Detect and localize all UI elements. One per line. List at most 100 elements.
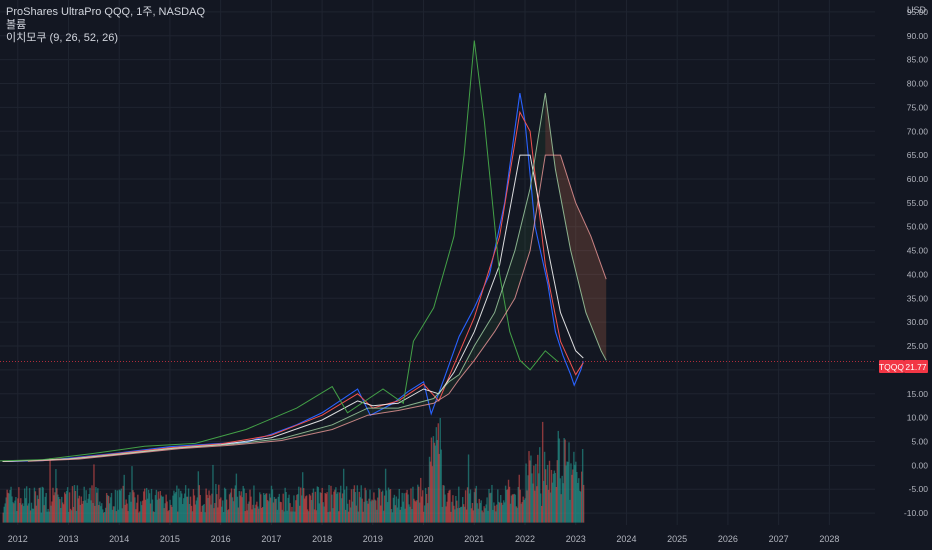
volume-bar: [54, 492, 56, 523]
volume-bar: [22, 503, 24, 523]
volume-bar: [302, 488, 305, 523]
volume-bar: [417, 484, 419, 523]
volume-bar: [122, 485, 124, 523]
volume-bar: [406, 489, 408, 523]
volume-bar: [464, 490, 467, 523]
volume-bar: [342, 493, 344, 523]
volume-bar: [552, 473, 555, 523]
x-tick-label: 2013: [58, 534, 78, 544]
volume-bar: [381, 491, 383, 523]
volume-bar: [109, 497, 112, 523]
volume-bar: [426, 503, 429, 523]
volume-bar: [345, 486, 348, 523]
volume-bar: [353, 485, 356, 523]
volume-bar: [515, 506, 518, 523]
volume-bar: [482, 512, 484, 523]
volume-bar: [352, 489, 355, 523]
volume-bar: [297, 494, 299, 523]
volume-bar: [324, 492, 326, 523]
volume-bar: [149, 503, 152, 523]
volume-bar: [64, 494, 67, 523]
volume-bar: [374, 499, 376, 523]
volume-bar: [144, 499, 147, 523]
volume-bar: [383, 495, 386, 523]
volume-bar: [431, 466, 434, 523]
volume-bar: [501, 504, 504, 523]
volume-bar: [233, 488, 236, 523]
volume-bar: [182, 498, 185, 523]
volume-bar: [561, 475, 563, 523]
volume-bar: [390, 509, 393, 523]
volume-bar: [256, 501, 258, 523]
volume-bar: [339, 492, 341, 523]
volume-bar: [341, 498, 343, 523]
volume-bar: [446, 501, 448, 523]
volume-bar: [108, 503, 111, 523]
volume-bar: [284, 487, 286, 523]
x-tick-label: 2019: [363, 534, 383, 544]
volume-bar: [442, 485, 444, 523]
volume-bar: [111, 509, 114, 523]
volume-bar: [247, 503, 249, 523]
volume-bar: [69, 508, 72, 523]
ticker-badge[interactable]: TQQQ: [879, 360, 904, 373]
cloud-bearish-area: [545, 93, 607, 361]
volume-bar: [117, 509, 120, 523]
volume-bar: [262, 492, 265, 523]
volume-bar: [160, 495, 162, 523]
volume-bar: [543, 451, 546, 523]
volume-bar: [32, 508, 35, 523]
volume-bar: [490, 492, 492, 523]
volume-bar: [493, 502, 495, 523]
volume-bar: [512, 494, 515, 523]
volume-bar: [581, 449, 584, 523]
volume-bar: [214, 502, 216, 523]
volume-bar: [325, 493, 327, 523]
x-tick-label: 2020: [414, 534, 434, 544]
volume-bar: [210, 504, 212, 523]
volume-bar: [90, 500, 92, 523]
volume-bar: [539, 447, 541, 523]
x-tick-label: 2026: [718, 534, 738, 544]
volume-bar: [487, 510, 489, 523]
volume-bar: [16, 510, 18, 523]
volume-bar: [27, 503, 30, 523]
volume-bar: [505, 489, 508, 523]
volume-bar: [387, 487, 390, 523]
volume-bar: [156, 499, 159, 523]
x-tick-label: 2016: [211, 534, 231, 544]
volume-bar: [473, 492, 476, 523]
volume-bar: [368, 498, 370, 523]
volume-bar: [330, 485, 332, 523]
volume-bar: [362, 511, 364, 523]
volume-bar: [82, 501, 84, 523]
volume-bar: [549, 492, 552, 523]
volume-bar: [93, 464, 95, 523]
volume-bar: [412, 486, 414, 523]
volume-bar: [263, 495, 266, 523]
volume-indicator-label[interactable]: 볼륨: [6, 19, 27, 31]
volume-bar: [510, 495, 513, 523]
volume-bar: [61, 496, 63, 523]
volume-bar: [452, 495, 454, 523]
volume-bar: [292, 511, 294, 523]
volume-bar: [39, 487, 42, 523]
volume-bar: [96, 492, 98, 523]
volume-bar: [524, 498, 526, 523]
volume-bar: [267, 501, 270, 523]
volume-bar: [65, 490, 68, 523]
volume-bar: [337, 492, 339, 523]
symbol-title[interactable]: ProShares UltraPro QQQ, 1주, NASDAQ: [6, 6, 206, 18]
volume-bar: [58, 497, 60, 523]
volume-bar: [159, 491, 161, 523]
volume-bar: [273, 496, 276, 523]
volume-bar: [237, 507, 240, 523]
volume-bar: [245, 493, 247, 523]
volume-bar: [540, 493, 542, 523]
y-tick-label: 65.00: [907, 150, 929, 160]
ichimoku-indicator-label[interactable]: 이치모쿠 (9, 26, 52, 26): [6, 32, 119, 44]
volume-bar: [232, 501, 235, 523]
volume-bar: [467, 454, 470, 523]
volume-bar: [207, 497, 209, 523]
